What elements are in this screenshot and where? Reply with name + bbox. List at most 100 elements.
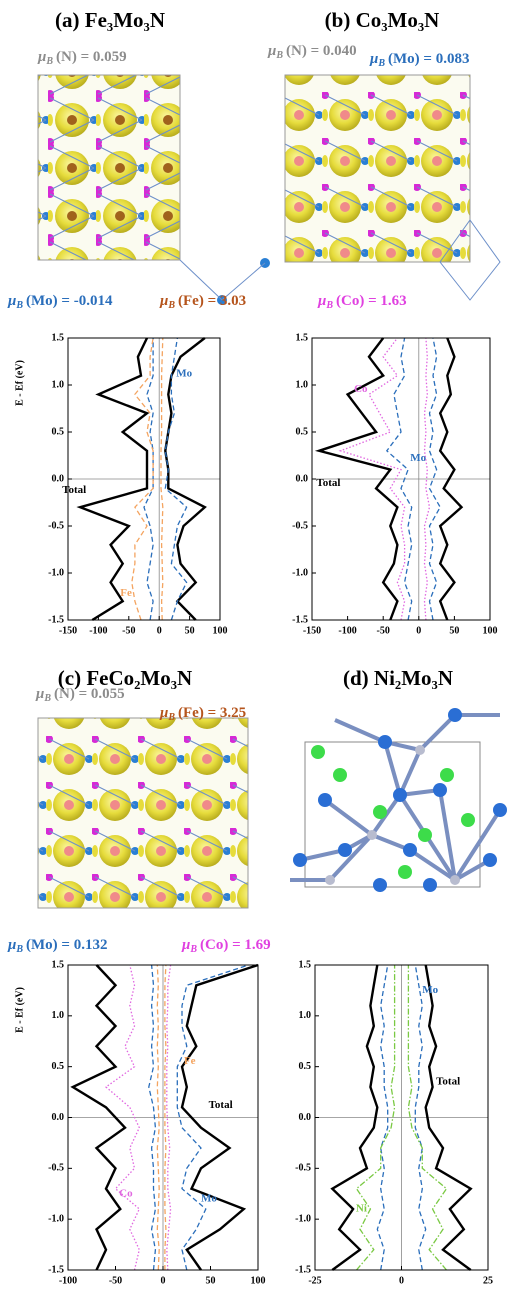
y-axis-label: E - Ef (eV) — [14, 987, 25, 1033]
moment-text: (Co) = 1.63 — [336, 293, 407, 309]
x-tick-label: 0 — [161, 1275, 166, 1286]
series-label: Fe — [120, 587, 132, 599]
moment-text: (Fe) = 3.25 — [178, 705, 246, 721]
y-tick-label: 1.0 — [52, 1010, 65, 1021]
x-tick-label: -50 — [377, 625, 390, 636]
series-label: Total — [209, 1099, 233, 1111]
y-tick-label: -1.0 — [48, 567, 64, 578]
moment-label: μB(N) = 0.040 — [267, 43, 357, 61]
y-tick-label: 1.5 — [52, 959, 65, 970]
y-tick-label: -1.0 — [292, 567, 308, 578]
moment-label: μB(Co) = 1.69 — [181, 937, 271, 955]
moment-label: μB(N) = 0.059 — [37, 49, 127, 67]
x-tick-label: 25 — [483, 1275, 493, 1286]
panel-title: (b) Co₃Mo₃N — [325, 8, 440, 32]
moment-text: (Mo) = 0.132 — [26, 937, 107, 953]
series-label: Total — [316, 477, 340, 489]
moment-label: μB(N) = 0.055 — [35, 686, 125, 704]
moment-subscript: B — [325, 300, 333, 311]
y-tick-label: 0.0 — [296, 473, 309, 484]
x-tick-label: 100 — [251, 1275, 266, 1286]
y-tick-label: -1.5 — [48, 614, 64, 625]
y-tick-label: 1.0 — [52, 379, 65, 390]
y-axis-label: E - Ef (eV) — [14, 360, 25, 406]
x-tick-label: 100 — [483, 625, 498, 636]
moment-text: (N) = 0.059 — [56, 49, 127, 65]
moment-label: μB(Mo) = 0.083 — [369, 51, 469, 69]
panel-title: (d) Ni₂Mo₃N — [343, 666, 453, 690]
structure-c — [38, 718, 248, 908]
series-label: Mo — [201, 1192, 217, 1204]
y-tick-label: -1.5 — [295, 1264, 311, 1275]
moment-text: (Co) = 1.69 — [200, 937, 271, 953]
moment-symbol: μ — [369, 51, 378, 67]
x-tick-label: -150 — [303, 625, 321, 636]
moment-symbol: μ — [159, 705, 168, 721]
moment-symbol: μ — [7, 937, 16, 953]
structure-b — [285, 75, 500, 300]
series-label: Total — [62, 484, 86, 496]
moment-subscript: B — [167, 300, 175, 311]
y-tick-label: 1.0 — [296, 379, 309, 390]
moment-label: μB(Fe) = 3.25 — [159, 705, 246, 723]
x-tick-label: 0 — [399, 1275, 404, 1286]
x-tick-label: 0 — [157, 625, 162, 636]
y-tick-label: 1.5 — [52, 332, 65, 343]
moment-subscript: B — [45, 56, 53, 67]
structure-d — [290, 708, 507, 892]
x-tick-label: -50 — [109, 1275, 122, 1286]
series-label: Mo — [176, 367, 192, 379]
y-tick-label: 0.5 — [52, 426, 65, 437]
y-tick-label: 0.5 — [296, 426, 309, 437]
x-tick-label: 0 — [416, 625, 421, 636]
moment-subscript: B — [377, 58, 385, 69]
y-tick-label: 0.0 — [299, 1112, 312, 1123]
series-label: Mo — [410, 452, 426, 464]
moment-subscript: B — [43, 693, 51, 704]
y-tick-label: 1.0 — [299, 1010, 312, 1021]
series-label: Co — [354, 383, 368, 395]
y-tick-label: -1.5 — [48, 1264, 64, 1275]
series-label: Fe — [184, 1055, 196, 1067]
moment-symbol: μ — [7, 293, 16, 309]
moment-label: μB(Mo) = -0.014 — [7, 293, 113, 311]
moment-label: μB(Fe) = 3.03 — [159, 293, 246, 311]
moment-subscript: B — [15, 300, 23, 311]
x-tick-label: -50 — [122, 625, 135, 636]
moment-symbol: μ — [267, 43, 276, 59]
x-tick-label: -100 — [59, 1275, 77, 1286]
moment-symbol: μ — [317, 293, 326, 309]
moment-text: (N) = 0.055 — [54, 686, 125, 702]
moment-text: (N) = 0.040 — [286, 43, 357, 59]
x-tick-label: -150 — [59, 625, 77, 636]
y-tick-label: 1.5 — [296, 332, 309, 343]
moment-subscript: B — [15, 944, 23, 955]
x-tick-label: 50 — [185, 625, 195, 636]
moment-symbol: μ — [35, 686, 44, 702]
moment-label: μB(Mo) = 0.132 — [7, 937, 107, 955]
moment-subscript: B — [167, 712, 175, 723]
y-tick-label: -0.5 — [295, 1163, 311, 1174]
moment-text: (Mo) = -0.014 — [26, 293, 113, 309]
y-tick-label: -1.0 — [48, 1213, 64, 1224]
x-tick-label: -100 — [338, 625, 356, 636]
moment-symbol: μ — [37, 49, 46, 65]
x-tick-label: -25 — [308, 1275, 321, 1286]
moment-subscript: B — [275, 50, 283, 61]
series-label: Co — [119, 1187, 133, 1199]
series-label: Total — [436, 1075, 460, 1087]
y-tick-label: -0.5 — [48, 520, 64, 531]
moment-symbol: μ — [159, 293, 168, 309]
x-tick-label: 100 — [213, 625, 228, 636]
y-tick-label: 1.5 — [299, 959, 312, 970]
moment-symbol: μ — [181, 937, 190, 953]
x-tick-label: -100 — [89, 625, 107, 636]
moment-label: μB(Co) = 1.63 — [317, 293, 407, 311]
moment-text: (Fe) = 3.03 — [178, 293, 246, 309]
moment-subscript: B — [189, 944, 197, 955]
structure-a — [38, 75, 270, 305]
panel-title: (a) Fe₃Mo₃N — [55, 8, 165, 32]
figure: (a) Fe₃Mo₃NμB(N) = 0.059μB(Mo) = -0.014μ… — [0, 0, 509, 1294]
moment-text: (Mo) = 0.083 — [388, 51, 469, 67]
y-tick-label: 0.0 — [52, 1112, 65, 1123]
